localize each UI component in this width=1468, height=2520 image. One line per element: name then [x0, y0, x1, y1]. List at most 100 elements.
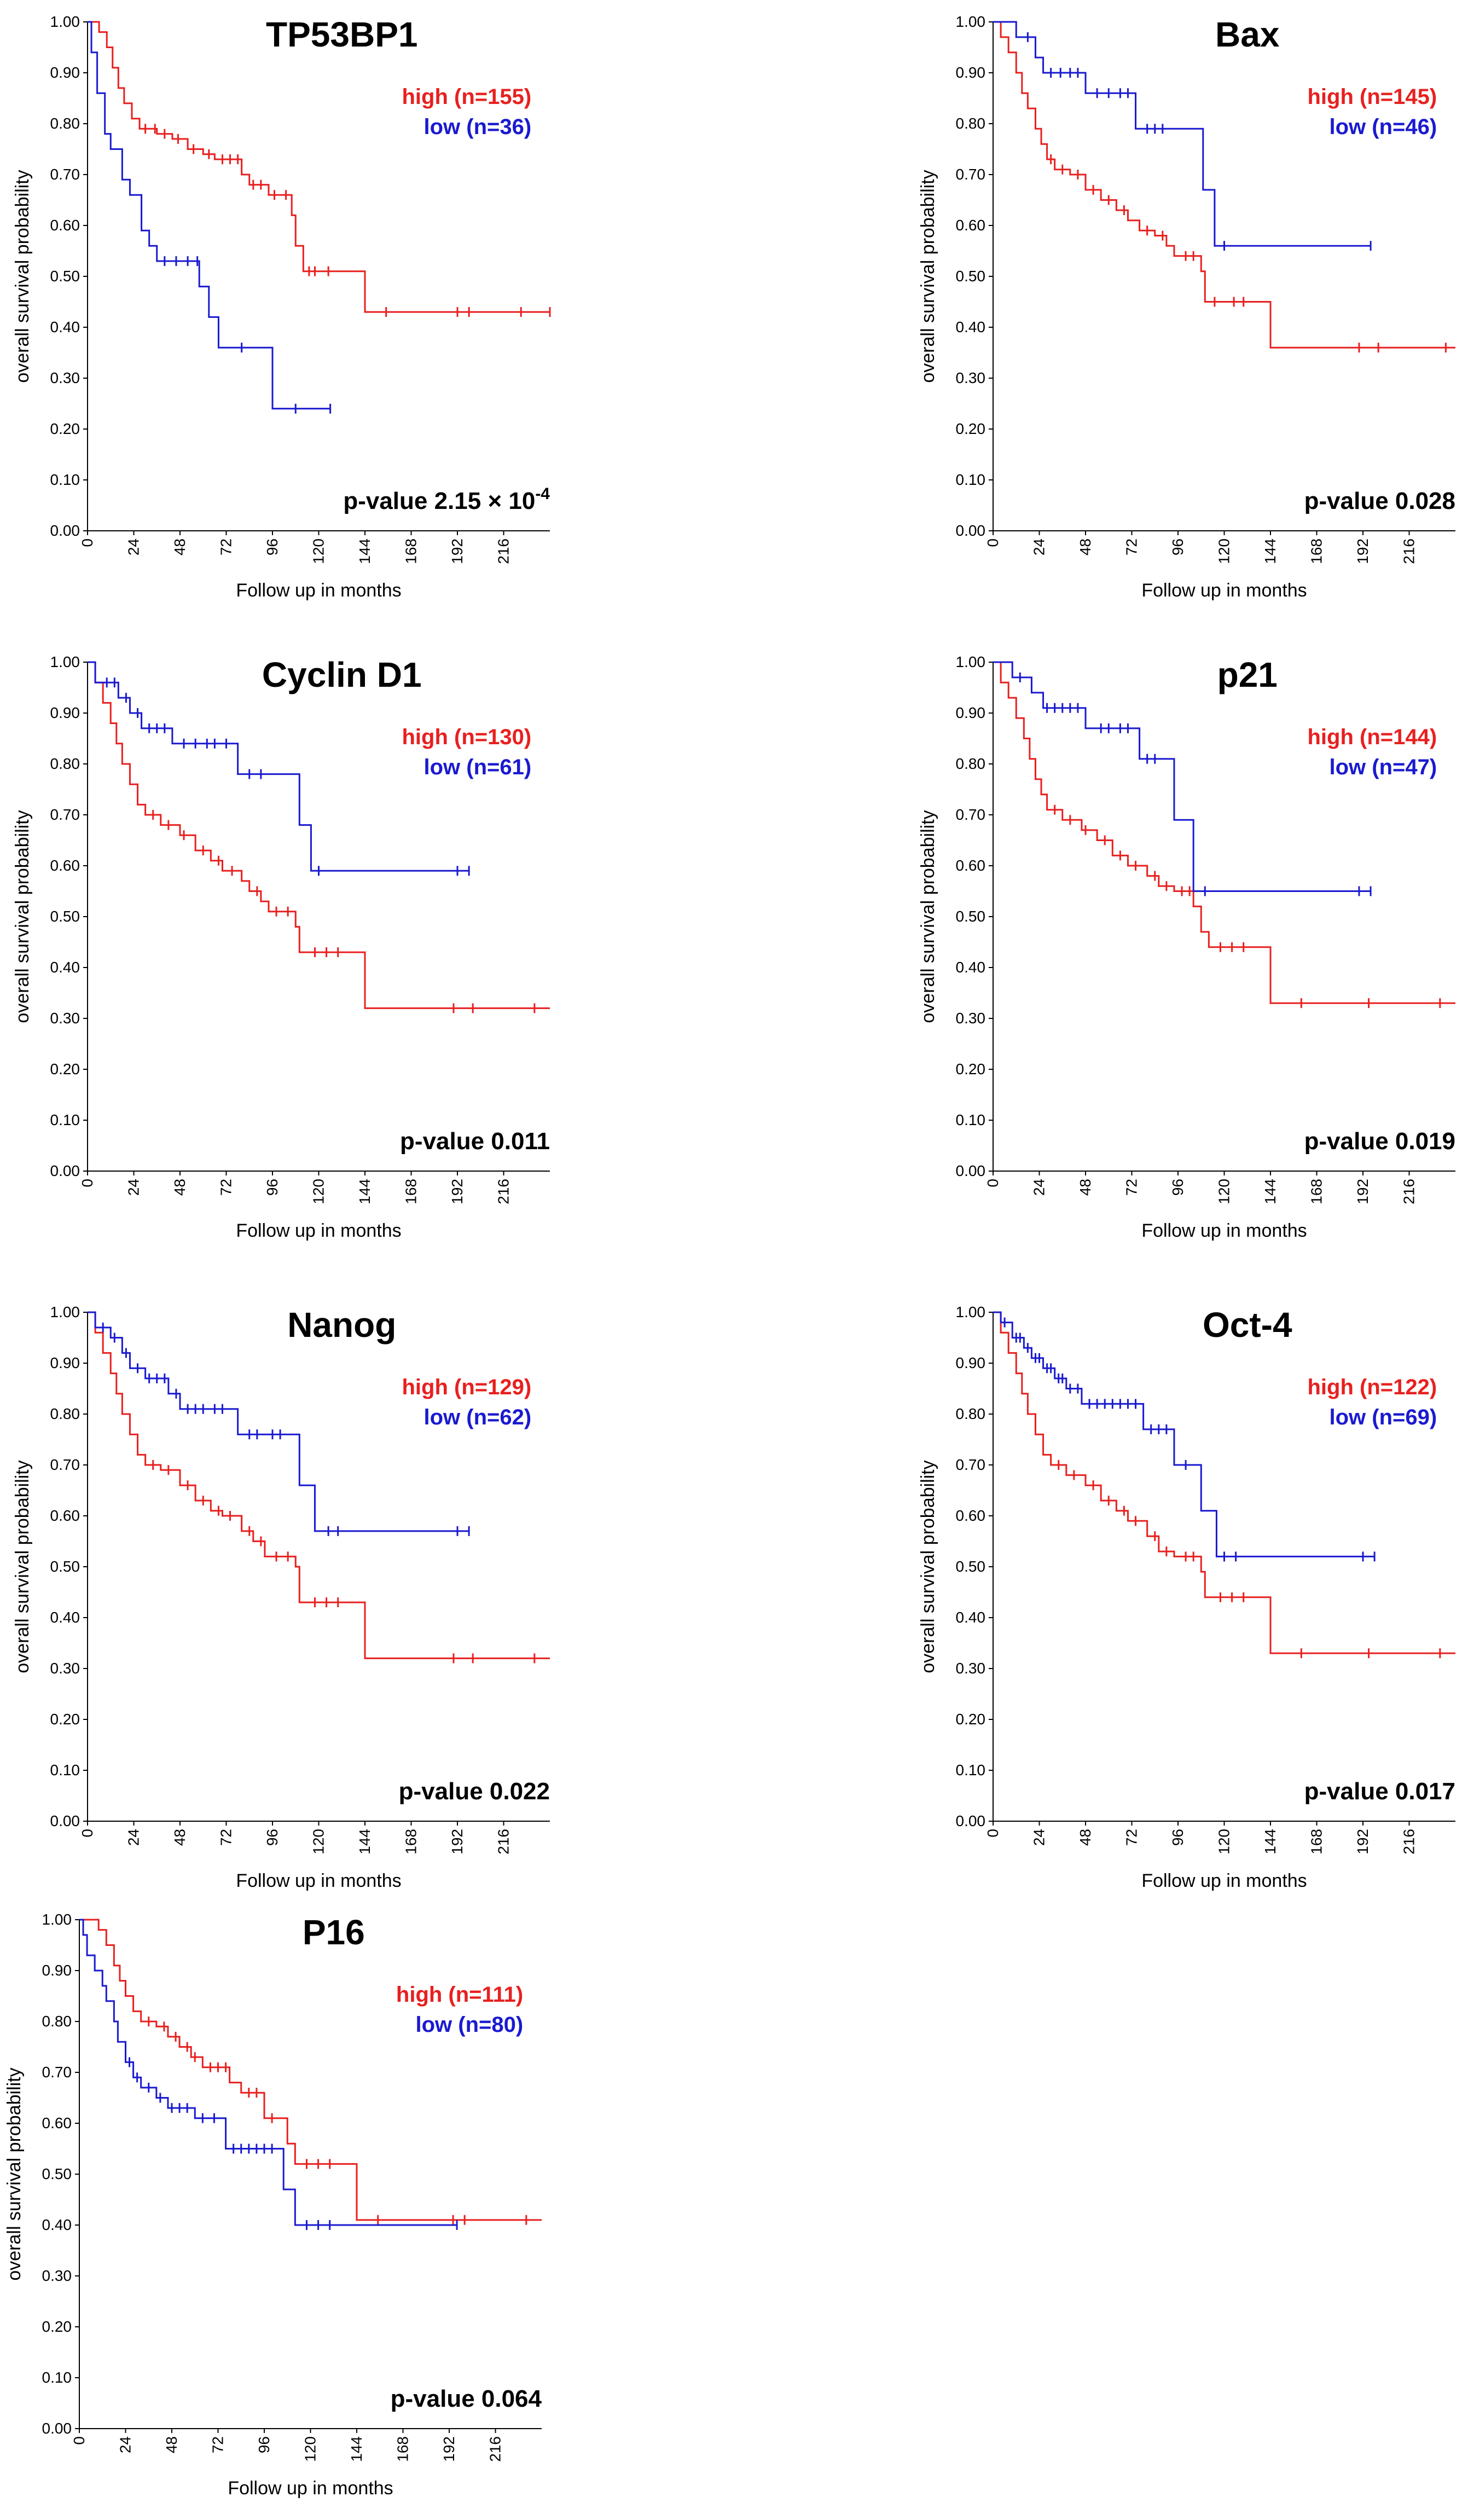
survival-curve-high [993, 661, 1455, 1004]
chart-panel-6: 0.00 0.10 0.20 0.30 0.40 0.50 0.60 0.70 0.80 0.90… [918, 1304, 1455, 1891]
p-value-label: p-value 0.028 [1304, 488, 1455, 514]
chart-panel-3: 0.00 0.10 0.20 0.30 0.40 0.50 0.60 0.70 0.80 0.90… [12, 653, 550, 1241]
x-tick-label: 192 [1354, 538, 1371, 564]
y-tick-label: 0.00 [42, 2420, 72, 2437]
x-tick-label: 192 [440, 2436, 457, 2462]
y-tick-label: 0.70 [956, 806, 986, 823]
x-tick-label: 168 [1308, 1179, 1325, 1204]
p-value-label: p-value 0.022 [399, 1778, 550, 1805]
y-axis-label: overall survival probability [12, 170, 33, 383]
y-tick-label: 0.90 [956, 704, 986, 721]
y-tick-label: 0.70 [42, 2064, 72, 2081]
x-tick-label: 120 [310, 1179, 327, 1204]
x-tick-label: 24 [125, 1829, 142, 1846]
x-tick-label: 72 [218, 1179, 235, 1196]
y-tick-label: 0.60 [956, 217, 986, 234]
x-tick-label: 96 [264, 538, 281, 555]
x-axis-label: Follow up in months [228, 2478, 393, 2499]
y-tick-label: 0.30 [956, 1660, 986, 1677]
p-value-label: p-value 2.15 × 10-4 [343, 485, 550, 514]
y-tick-label: 0.50 [50, 908, 80, 925]
chart-panel-4: 0.00 0.10 0.20 0.30 0.40 0.50 0.60 0.70 0.80 0.90… [918, 653, 1455, 1241]
survival-curve-high [993, 21, 1455, 349]
legend-entry-low: low (n=36) [423, 115, 531, 139]
y-tick-label: 0.30 [42, 2267, 72, 2284]
survival-curve-high [88, 21, 550, 313]
p-value-label: p-value 0.017 [1304, 1778, 1455, 1805]
x-tick-label: 192 [1354, 1829, 1371, 1855]
y-tick-label: 0.10 [956, 471, 986, 488]
x-tick-label: 168 [1308, 538, 1325, 564]
y-tick-label: 1.00 [956, 13, 986, 30]
y-tick-label: 0.60 [50, 857, 80, 874]
x-tick-label: 24 [1031, 1829, 1048, 1846]
legend-entry-high: high (n=122) [1307, 1375, 1437, 1399]
y-tick-label: 0.40 [956, 1609, 986, 1626]
x-tick-label: 48 [171, 538, 188, 555]
x-tick-label: 168 [403, 1179, 420, 1204]
y-tick-label: 0.40 [50, 959, 80, 976]
y-tick-label: 0.30 [956, 369, 986, 386]
y-tick-label: 0.80 [956, 1405, 986, 1422]
x-tick-label: 216 [495, 1179, 512, 1204]
y-tick-label: 0.80 [42, 2013, 72, 2030]
y-tick-label: 0.70 [956, 166, 986, 183]
p-value-text: p-value 0.011 [400, 1128, 550, 1155]
y-tick-label: 0.20 [956, 1711, 986, 1728]
y-tick-label: 0.20 [50, 420, 80, 437]
x-tick-label: 48 [1077, 1179, 1094, 1196]
x-tick-label: 216 [495, 538, 512, 564]
y-tick-label: 0.60 [956, 857, 986, 874]
x-tick-label: 168 [394, 2436, 411, 2462]
y-tick-label: 1.00 [50, 1304, 80, 1320]
legend-entry-high: high (n=155) [402, 85, 531, 109]
legend-entry-low: low (n=61) [423, 755, 531, 779]
legend-entry-low: low (n=69) [1329, 1405, 1437, 1429]
y-tick-label: 0.10 [42, 2369, 72, 2386]
p-value-text: p-value 0.017 [1304, 1778, 1455, 1805]
survival-curve-low [88, 21, 330, 410]
y-tick-label: 0.00 [956, 522, 986, 539]
y-axis-label: overall survival probability [12, 1460, 33, 1673]
p-value-text: p-value 0.028 [1304, 488, 1455, 514]
x-tick-label: 72 [218, 538, 235, 555]
y-axis-label: overall survival probability [12, 810, 33, 1023]
x-tick-label: 168 [1308, 1829, 1325, 1855]
y-tick-label: 0.60 [42, 2115, 72, 2131]
y-tick-label: 0.00 [956, 1162, 986, 1179]
y-tick-label: 0.20 [50, 1711, 80, 1728]
y-axis-label: overall survival probability [4, 2067, 25, 2280]
y-tick-label: 0.50 [956, 268, 986, 285]
x-tick-label: 144 [1262, 1179, 1279, 1204]
y-tick-label: 0.80 [50, 755, 80, 772]
y-tick-label: 0.10 [956, 1111, 986, 1128]
y-axis-label: overall survival probability [918, 810, 938, 1023]
x-tick-label: 48 [1077, 1829, 1094, 1846]
survival-curve-low [79, 1919, 457, 2226]
legend-entry-low: low (n=62) [423, 1405, 531, 1429]
x-tick-label: 168 [403, 538, 420, 564]
x-tick-label: 168 [403, 1829, 420, 1855]
y-tick-label: 1.00 [956, 1304, 986, 1320]
chart-panel-5: 0.00 0.10 0.20 0.30 0.40 0.50 0.60 0.70 0.80 0.90… [12, 1304, 550, 1891]
x-tick-label: 144 [356, 538, 373, 564]
x-tick-label: 216 [1401, 1179, 1418, 1204]
x-tick-label: 72 [210, 2436, 227, 2453]
chart-panel-1: 0.00 0.10 0.20 0.30 0.40 0.50 0.60 0.70 0.80 0.90… [12, 13, 551, 601]
y-tick-label: 0.10 [956, 1762, 986, 1779]
chart-panel-2: 0.00 0.10 0.20 0.30 0.40 0.50 0.60 0.70 0.80 0.90… [918, 13, 1455, 601]
x-tick-label: 216 [1401, 1829, 1418, 1855]
p-value-text: p-value 0.019 [1304, 1128, 1455, 1155]
y-tick-label: 0.90 [956, 1354, 986, 1371]
y-tick-label: 0.20 [42, 2318, 72, 2335]
y-tick-label: 1.00 [956, 653, 986, 670]
legend-entry-high: high (n=144) [1307, 725, 1437, 749]
x-tick-label: 48 [1077, 538, 1094, 555]
survival-curve-low [993, 21, 1371, 247]
legend-entry-high: high (n=145) [1307, 85, 1437, 109]
p-value-text: p-value 0.064 [391, 2385, 542, 2412]
y-tick-label: 0.40 [50, 1609, 80, 1626]
x-tick-label: 72 [1123, 538, 1140, 555]
y-axis-label: overall survival probability [918, 1460, 938, 1673]
